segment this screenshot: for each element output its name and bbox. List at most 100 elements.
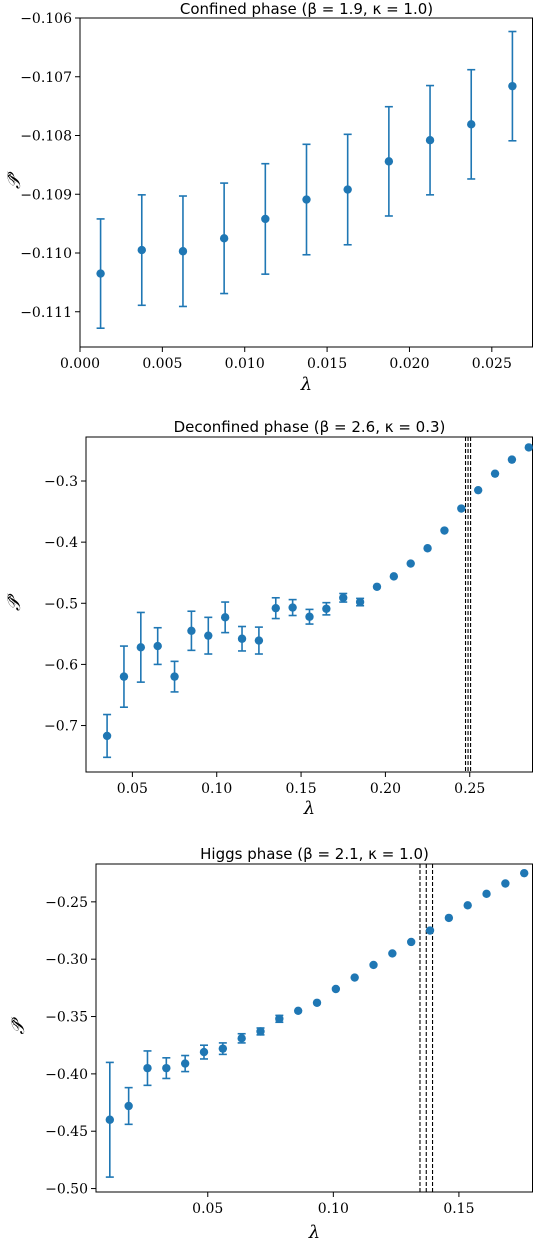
y-tick-label: −0.106 [20,11,72,27]
data-point [343,185,352,194]
data-point [425,926,435,935]
data-point [124,1101,133,1111]
y-tick-label: −0.111 [20,305,72,321]
data-point [105,1115,115,1124]
y-tick-label: −0.5 [44,596,78,612]
data-point [463,901,472,910]
chart-title: Higgs phase (β = 2.1, κ = 1.0) [200,845,429,863]
data-point [339,593,348,602]
data-point [372,582,382,591]
y-tick-label: −0.50 [45,1182,88,1198]
x-tick-label: 0.005 [142,356,182,372]
data-point [137,245,146,255]
data-point [406,937,416,947]
x-tick-label: 0.10 [318,1201,349,1217]
x-tick-label: 0.10 [201,781,232,797]
x-tick-label: 0.010 [225,356,265,372]
x-tick-label: 0.015 [307,356,347,372]
data-point [275,1014,284,1024]
data-point [220,613,230,622]
data-point [350,973,359,982]
data-point [473,485,483,495]
x-axis-label: λ [303,798,315,819]
data-point [237,1034,246,1043]
data-point [425,136,435,145]
x-tick-label: 0.020 [389,356,429,372]
data-point [388,949,397,958]
y-tick-label: −0.108 [20,129,72,145]
chart-title: Deconfined phase (β = 2.6, κ = 0.3) [174,418,446,436]
data-point [444,913,454,923]
y-tick-label: −0.4 [44,535,78,551]
data-point [482,889,491,899]
data-point [187,626,196,635]
y-axis-label: 𝒫̂ [4,593,25,611]
y-tick-label: −0.35 [45,1010,88,1026]
y-tick-label: −0.6 [44,657,78,673]
x-tick-label: 0.000 [60,356,100,372]
data-point [143,1063,152,1073]
y-tick-label: −0.7 [44,719,78,735]
data-point [153,641,162,651]
x-axis-label: λ [300,374,312,395]
chart-panel-2: Deconfined phase (β = 2.6, κ = 0.3) 0.05 0… [4,418,533,819]
data-point [219,234,229,243]
data-point [271,603,280,613]
data-point [218,1044,228,1053]
data-point [520,868,529,878]
x-tick-label: 0.05 [192,1201,223,1217]
data-point [406,559,415,568]
y-axis-label: 𝒫̂ [4,171,25,189]
data-point [501,879,510,888]
data-point [524,443,533,452]
data-point [507,455,517,464]
data-point [457,504,466,513]
x-tick-label: 0.15 [443,1201,474,1217]
data-point [389,572,399,581]
x-tick-label: 0.20 [370,781,401,797]
x-axis-label: λ [308,1222,320,1243]
data-point [355,597,365,607]
data-point [490,469,500,478]
data-point [178,247,188,256]
data-point [322,604,331,613]
data-point [136,643,146,652]
data-point [102,731,112,741]
y-tick-label: −0.109 [20,187,72,203]
x-tick-label: 0.05 [117,781,148,797]
data-point [96,269,105,278]
data-point [199,1047,209,1057]
y-tick-label: −0.107 [20,70,72,86]
data-point [312,998,322,1007]
chart-title: Confined phase (β = 1.9, κ = 1.0) [180,0,433,18]
data-point [384,157,394,166]
data-point [423,544,432,553]
data-point [305,612,314,621]
x-tick-label: 0.025 [472,356,512,372]
data-point [288,603,297,612]
y-tick-label: −0.45 [45,1124,88,1140]
data-point [256,1027,265,1036]
y-tick-label: −0.3 [44,474,78,490]
data-point [508,81,517,91]
y-tick-label: −0.110 [20,246,72,262]
data-point [254,636,264,645]
data-point [467,120,476,129]
y-tick-label: −0.25 [45,895,88,911]
data-point [180,1059,190,1068]
data-point [170,672,179,681]
data-point [302,195,311,204]
data-point [369,960,378,970]
data-point [331,984,341,994]
data-point [293,1006,303,1015]
plot-frame [95,863,533,1193]
data-point [162,1063,171,1073]
x-tick-label: 0.15 [285,781,316,797]
y-tick-label: −0.40 [45,1067,88,1083]
data-point [204,631,213,640]
y-axis-label: 𝒫̂ [8,1016,29,1034]
data-point [237,634,247,643]
data-point [440,526,449,535]
chart-panel-1: Confined phase (β = 1.9, κ = 1.0) 0.000 0.… [4,0,533,395]
